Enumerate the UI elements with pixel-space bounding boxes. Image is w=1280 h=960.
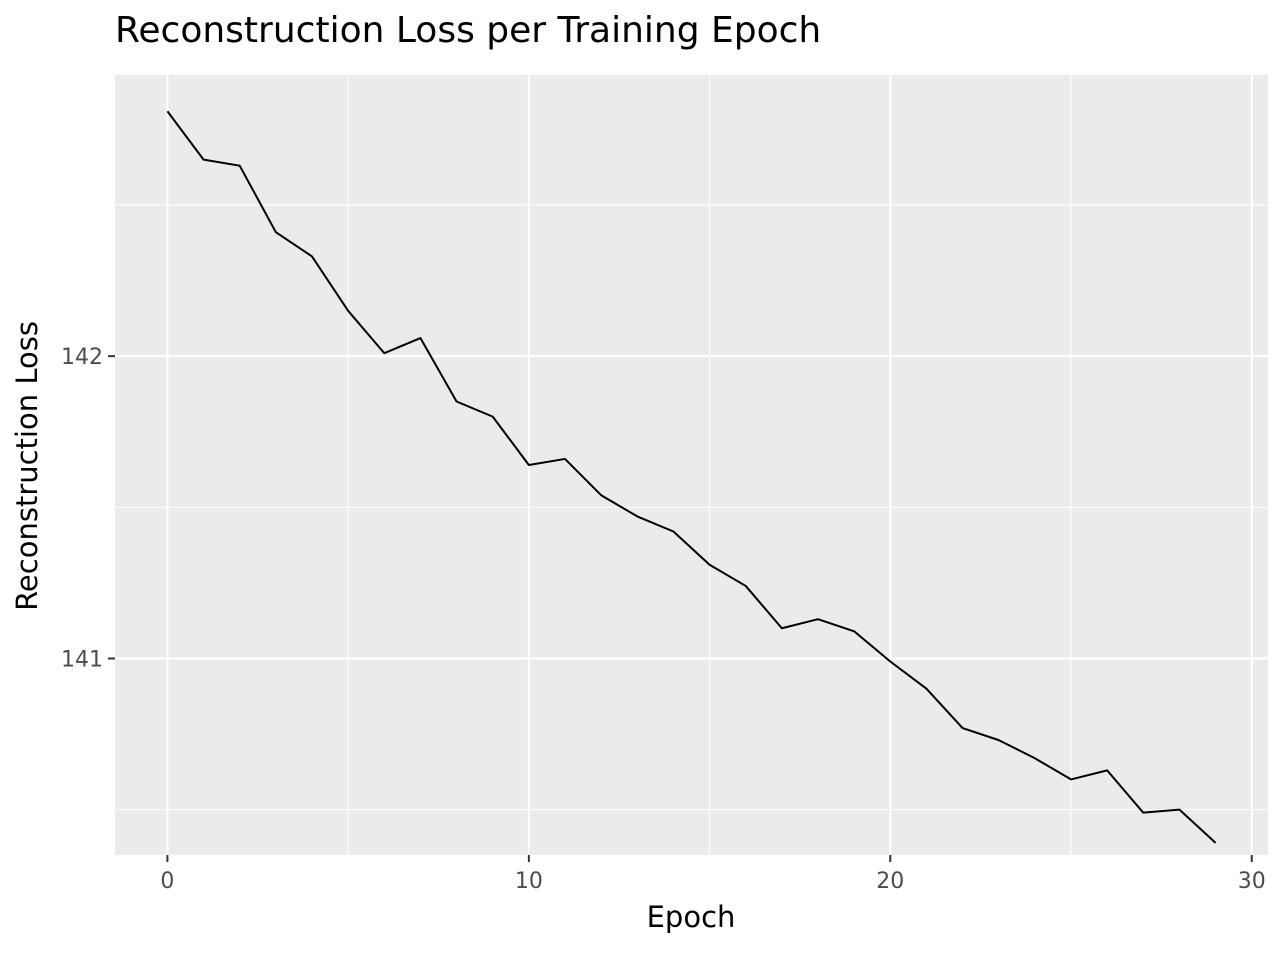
x-tick-label: 20: [876, 869, 904, 894]
y-tick-label: 141: [61, 647, 103, 672]
y-tick-label: 142: [61, 345, 103, 370]
x-axis-title: Epoch: [647, 900, 736, 934]
y-axis: 141 142: [61, 345, 115, 672]
y-axis-title: Reconstruction Loss: [10, 321, 44, 611]
major-gridlines: [115, 75, 1268, 855]
chart-title: Reconstruction Loss per Training Epoch: [115, 10, 821, 51]
minor-gridlines: [115, 75, 1268, 855]
x-tick-label: 30: [1238, 869, 1266, 894]
x-axis: 0 10 20 30: [160, 855, 1266, 894]
x-tick-label: 10: [515, 869, 543, 894]
series-layer: [166, 110, 1217, 844]
plot-panel: [115, 75, 1268, 855]
series-line: [166, 110, 1217, 844]
x-tick-label: 0: [160, 869, 174, 894]
